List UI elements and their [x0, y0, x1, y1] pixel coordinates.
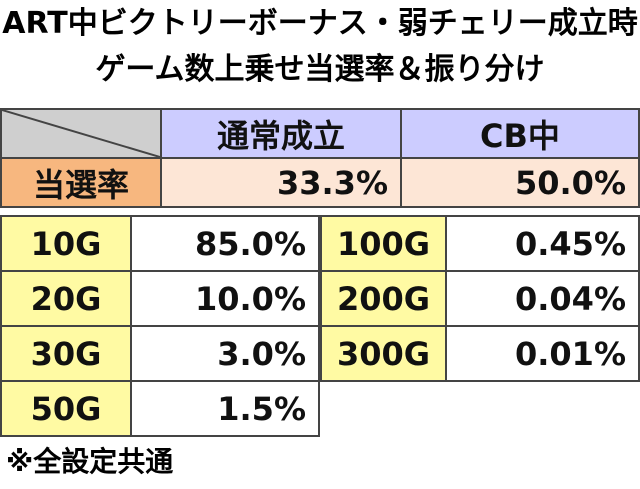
corner-cell — [0, 108, 162, 159]
game-label: 30G — [0, 325, 132, 382]
share-cell: 0.45% — [445, 215, 640, 272]
footnote: ※全設定共通 — [6, 445, 174, 478]
game-label: 100G — [320, 215, 447, 272]
row-label: 当選率 — [0, 157, 162, 208]
title-line: ART中ビクトリーボーナス・弱チェリー成立時 — [2, 6, 638, 41]
header-cell: 通常成立 — [160, 108, 402, 159]
game-label: 300G — [320, 325, 447, 382]
share-cell: 0.01% — [445, 325, 640, 382]
rate-cell: 50.0% — [400, 157, 640, 208]
rate-cell: 33.3% — [160, 157, 402, 208]
share-cell: 3.0% — [130, 325, 320, 382]
game-label: 20G — [0, 270, 132, 327]
share-cell: 0.04% — [445, 270, 640, 327]
share-cell: 1.5% — [130, 380, 320, 437]
game-label: 50G — [0, 380, 132, 437]
game-label: 200G — [320, 270, 447, 327]
share-cell: 85.0% — [130, 215, 320, 272]
header-cell: CB中 — [400, 108, 640, 159]
diagonal — [2, 110, 160, 157]
share-cell: 10.0% — [130, 270, 320, 327]
title-line: ゲーム数上乗せ当選率＆振り分け — [95, 52, 545, 87]
game-label: 10G — [0, 215, 132, 272]
